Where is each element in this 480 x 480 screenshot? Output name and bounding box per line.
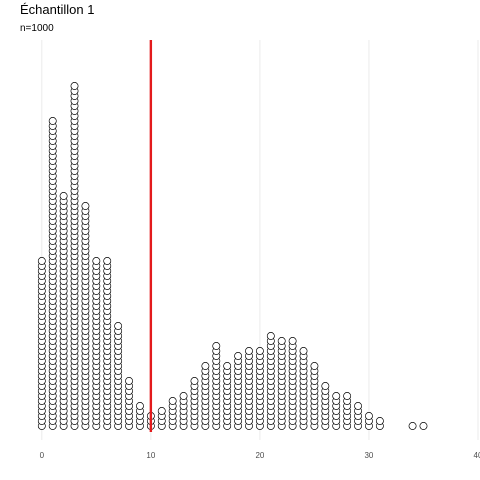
chart-title: Échantillon 1: [20, 2, 95, 17]
dots-layer: [37, 82, 428, 430]
dot-x5-34: [92, 257, 101, 265]
dot-x25-13: [310, 362, 319, 370]
dot-x7-21: [114, 322, 123, 330]
dot-x13-7: [179, 392, 188, 400]
dot-x23-18: [288, 337, 297, 345]
dot-x0-34: [37, 257, 46, 265]
dot-x34-1: [408, 422, 417, 430]
dot-x6-34: [103, 257, 112, 265]
dot-x31-2: [375, 417, 384, 425]
dot-x26-9: [321, 382, 330, 390]
x-tick-label-10: 10: [146, 451, 155, 460]
dot-x27-7: [332, 392, 341, 400]
dot-x11-4: [157, 407, 166, 415]
x-tick-label-40: 40: [474, 451, 480, 460]
dot-x15-13: [201, 362, 210, 370]
x-tick-label-0: 0: [40, 451, 45, 460]
x-tick-label-30: 30: [364, 451, 373, 460]
x-axis-ticks: 0 10 20 30 40: [40, 451, 480, 460]
chart-subtitle: n=1000: [20, 23, 54, 34]
dot-x29-5: [354, 402, 362, 410]
dot-x19-16: [245, 347, 253, 355]
dot-x16-17: [212, 342, 221, 350]
dot-x2-47: [59, 192, 68, 200]
dot-x30-3: [365, 412, 373, 420]
dot-x17-13: [223, 362, 232, 370]
dot-x14-10: [190, 377, 199, 385]
dot-x18-15: [234, 352, 243, 360]
dot-x24-16: [299, 347, 308, 355]
dot-x35-1: [419, 422, 428, 430]
dot-x4-45: [81, 202, 90, 210]
dot-x20-16: [255, 347, 264, 355]
dot-x9-5: [135, 402, 144, 410]
dot-x3-69: [70, 82, 79, 90]
dot-x28-7: [343, 392, 352, 400]
dot-x12-6: [168, 397, 177, 405]
dot-x21-19: [266, 332, 275, 340]
dot-x22-18: [277, 337, 286, 345]
dot-x1-62: [48, 117, 57, 125]
x-tick-label-20: 20: [255, 451, 264, 460]
dot-x8-10: [125, 377, 134, 385]
